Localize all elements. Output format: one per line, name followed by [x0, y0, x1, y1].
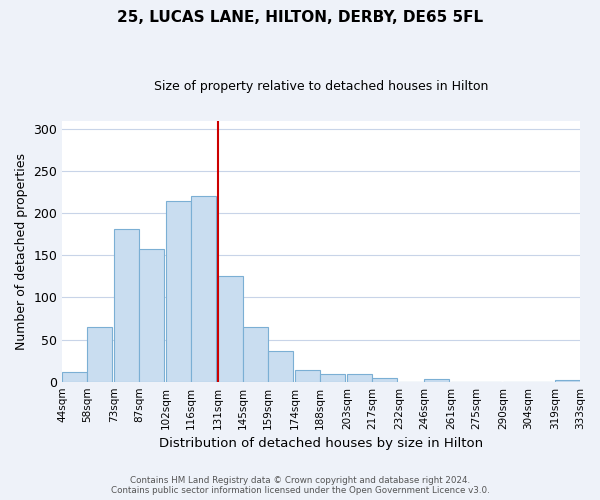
Bar	[243, 327, 268, 382]
Bar	[88, 327, 112, 382]
Bar	[166, 200, 191, 382]
Bar	[295, 370, 320, 382]
Text: Contains HM Land Registry data © Crown copyright and database right 2024.
Contai: Contains HM Land Registry data © Crown c…	[110, 476, 490, 495]
Bar	[191, 196, 217, 382]
Bar	[372, 378, 397, 382]
Bar	[347, 374, 372, 382]
Bar	[555, 380, 580, 382]
Y-axis label: Number of detached properties: Number of detached properties	[15, 152, 28, 350]
Bar	[218, 276, 243, 382]
Title: Size of property relative to detached houses in Hilton: Size of property relative to detached ho…	[154, 80, 488, 93]
Text: 25, LUCAS LANE, HILTON, DERBY, DE65 5FL: 25, LUCAS LANE, HILTON, DERBY, DE65 5FL	[117, 10, 483, 25]
Bar	[424, 379, 449, 382]
Bar	[268, 350, 293, 382]
Bar	[62, 372, 88, 382]
Bar	[114, 229, 139, 382]
Bar	[139, 250, 164, 382]
X-axis label: Distribution of detached houses by size in Hilton: Distribution of detached houses by size …	[159, 437, 483, 450]
Bar	[320, 374, 346, 382]
Text: 25 LUCAS LANE: 131sqm
← 76% of detached houses are smaller (839)
24% of semi-det: 25 LUCAS LANE: 131sqm ← 76% of detached …	[0, 499, 1, 500]
